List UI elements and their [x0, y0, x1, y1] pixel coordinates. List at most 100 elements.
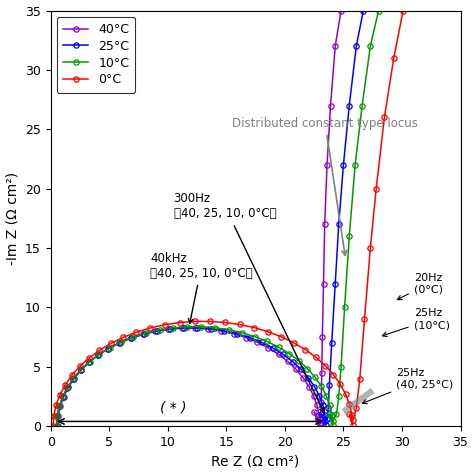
- 10°C: [118, 339, 124, 345]
- 40°C: [318, 414, 323, 419]
- 25°C: [325, 406, 331, 411]
- 10°C: [131, 334, 137, 340]
- 0°C: [265, 329, 271, 335]
- 10°C: [65, 384, 71, 390]
- 0°C: [291, 340, 297, 346]
- 10°C: [352, 162, 358, 168]
- 40°C: [179, 325, 184, 331]
- 40°C: [311, 393, 317, 399]
- 40°C: [140, 331, 146, 337]
- 25°C: [71, 376, 76, 382]
- 25°C: [194, 325, 200, 331]
- 0°C: [53, 402, 59, 408]
- 0°C: [51, 413, 57, 419]
- 10°C: [184, 324, 190, 330]
- 40°C: [231, 331, 237, 337]
- 25°C: [128, 335, 134, 341]
- 10°C: [87, 359, 92, 365]
- 0°C: [86, 355, 92, 361]
- Y-axis label: -Im Z (Ω cm²): -Im Z (Ω cm²): [6, 172, 19, 265]
- 10°C: [367, 43, 373, 49]
- 25°C: [346, 103, 352, 109]
- 25°C: [154, 328, 160, 334]
- 10°C: [239, 330, 245, 336]
- 0°C: [120, 335, 126, 340]
- 40°C: [317, 422, 323, 428]
- 25°C: [208, 326, 214, 332]
- 25°C: [306, 375, 311, 381]
- 40°C: [293, 366, 299, 372]
- 0°C: [400, 8, 406, 13]
- 10°C: [327, 411, 332, 417]
- 40°C: [265, 345, 271, 351]
- 10°C: [144, 330, 149, 336]
- 40°C: [319, 370, 325, 375]
- 10°C: [336, 393, 342, 399]
- 0°C: [367, 245, 373, 251]
- 10°C: [376, 8, 382, 13]
- 25°C: [234, 331, 240, 337]
- 25°C: [55, 413, 60, 419]
- 10°C: [252, 334, 257, 339]
- 25°C: [320, 402, 326, 408]
- 0°C: [349, 412, 355, 418]
- 25°C: [95, 352, 101, 358]
- Text: 25Hz
(40, 25°C): 25Hz (40, 25°C): [363, 368, 453, 404]
- 25°C: [86, 359, 91, 365]
- 10°C: [60, 393, 66, 399]
- 10°C: [96, 351, 102, 357]
- Line: 25°C: 25°C: [54, 8, 366, 429]
- 40°C: [328, 103, 333, 109]
- Text: 20Hz
(0°C): 20Hz (0°C): [397, 273, 443, 300]
- 25°C: [56, 403, 62, 409]
- 10°C: [78, 367, 84, 373]
- 40°C: [332, 43, 338, 49]
- 25°C: [324, 416, 330, 422]
- 25°C: [341, 162, 346, 168]
- 0°C: [313, 355, 319, 360]
- 0°C: [322, 363, 328, 368]
- 40°C: [319, 400, 324, 405]
- 10°C: [264, 338, 270, 344]
- 40°C: [105, 346, 111, 351]
- 10°C: [342, 305, 347, 310]
- 10°C: [212, 325, 218, 330]
- 25°C: [311, 384, 317, 390]
- 10°C: [312, 374, 318, 380]
- 0°C: [192, 319, 198, 324]
- 25°C: [64, 385, 70, 391]
- 10°C: [329, 412, 335, 418]
- 0°C: [346, 401, 352, 407]
- 40°C: [300, 375, 306, 381]
- Text: Distributed constant type locus: Distributed constant type locus: [232, 117, 418, 255]
- 10°C: [305, 366, 310, 372]
- 25°C: [106, 346, 111, 351]
- 25°C: [361, 8, 366, 13]
- Text: 25Hz
(10°C): 25Hz (10°C): [383, 309, 450, 337]
- 0°C: [134, 329, 139, 335]
- Text: ( * ): ( * ): [160, 401, 187, 415]
- 0°C: [147, 325, 153, 331]
- 0°C: [50, 423, 56, 429]
- 25°C: [281, 352, 286, 357]
- 40°C: [319, 334, 325, 340]
- 0°C: [62, 382, 68, 388]
- 0°C: [382, 115, 387, 120]
- 40°C: [71, 376, 77, 382]
- 25°C: [298, 366, 304, 372]
- 25°C: [323, 422, 328, 428]
- 0°C: [237, 322, 243, 328]
- 0°C: [279, 334, 284, 340]
- Line: 40°C: 40°C: [55, 8, 344, 429]
- 40°C: [306, 384, 312, 390]
- 40°C: [285, 359, 291, 365]
- 10°C: [276, 344, 282, 350]
- 40°C: [205, 326, 211, 332]
- 40°C: [57, 403, 63, 409]
- 0°C: [357, 376, 363, 382]
- 40°C: [311, 409, 317, 415]
- 25°C: [322, 419, 328, 424]
- 40°C: [128, 335, 134, 341]
- 10°C: [54, 423, 59, 429]
- 10°C: [56, 403, 62, 409]
